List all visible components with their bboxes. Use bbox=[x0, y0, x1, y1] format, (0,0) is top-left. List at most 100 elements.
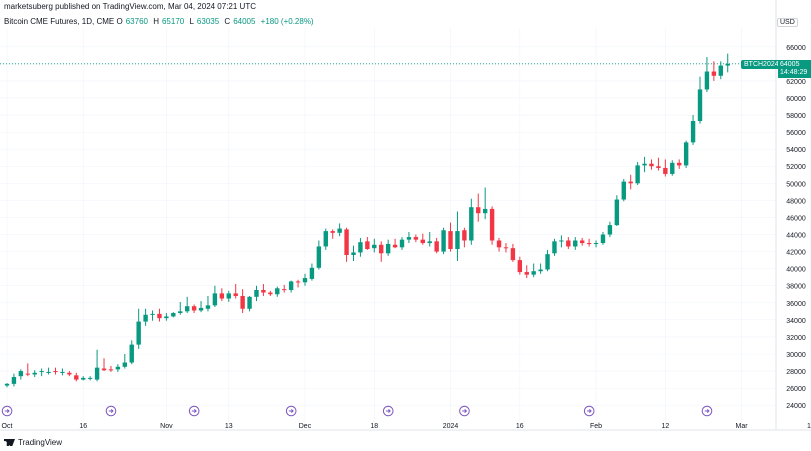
candle bbox=[448, 222, 453, 252]
currency-label[interactable]: USD bbox=[777, 18, 798, 27]
candle bbox=[191, 304, 197, 314]
candle bbox=[39, 368, 44, 377]
candle-body bbox=[268, 292, 273, 295]
candle-body bbox=[524, 272, 529, 275]
candle bbox=[593, 240, 599, 248]
candle-body bbox=[628, 181, 633, 184]
candle-body bbox=[344, 229, 349, 256]
candle bbox=[4, 383, 10, 388]
x-tick-label: 18 bbox=[370, 423, 378, 430]
candle bbox=[517, 256, 523, 275]
candle bbox=[157, 308, 162, 322]
y-tick-label: 50000 bbox=[786, 181, 806, 188]
high-value: 65170 bbox=[161, 17, 185, 26]
candle bbox=[330, 229, 335, 239]
candle bbox=[94, 349, 100, 382]
event-marker-icon[interactable] bbox=[583, 405, 595, 417]
candle bbox=[302, 273, 308, 286]
candle bbox=[288, 280, 294, 293]
candle-body bbox=[545, 254, 550, 270]
candle bbox=[677, 159, 682, 169]
candle-body bbox=[178, 311, 183, 314]
candle-body bbox=[531, 271, 536, 275]
candle-body bbox=[87, 377, 93, 379]
candle bbox=[309, 263, 315, 281]
candle-body bbox=[295, 281, 301, 283]
candle bbox=[60, 368, 65, 376]
candle bbox=[67, 371, 72, 377]
y-tick-label: 42000 bbox=[786, 250, 806, 257]
candle bbox=[420, 233, 425, 245]
candle-body bbox=[129, 344, 134, 363]
candle bbox=[718, 61, 723, 80]
candle-body bbox=[462, 230, 467, 241]
candle bbox=[503, 243, 509, 253]
candle bbox=[607, 221, 613, 238]
event-marker-arrow bbox=[4, 409, 10, 413]
candle-body bbox=[379, 244, 384, 254]
candle bbox=[108, 365, 114, 372]
candle bbox=[226, 290, 231, 302]
event-marker-icon[interactable] bbox=[188, 405, 200, 417]
candle-body bbox=[4, 383, 10, 386]
instrument-title[interactable]: Bitcoin CME Futures, 1D, CME bbox=[4, 17, 115, 26]
candle bbox=[101, 358, 107, 372]
candle bbox=[510, 243, 516, 262]
candle-body bbox=[399, 239, 405, 248]
event-marker-icon[interactable] bbox=[1, 405, 13, 417]
candle-body bbox=[593, 243, 599, 245]
candle bbox=[469, 198, 474, 245]
candle-body bbox=[683, 142, 689, 166]
event-marker-icon[interactable] bbox=[382, 405, 394, 417]
candle-body bbox=[143, 314, 148, 322]
candle-body bbox=[288, 281, 294, 290]
candle-body bbox=[496, 240, 502, 248]
candle bbox=[600, 231, 606, 245]
candle bbox=[150, 310, 155, 321]
footer-brand[interactable]: TradingView bbox=[4, 438, 62, 447]
candle-body bbox=[392, 244, 398, 248]
candle-body bbox=[94, 367, 100, 380]
candle bbox=[351, 245, 356, 261]
candle-body bbox=[677, 162, 682, 166]
candle-body bbox=[441, 230, 446, 252]
candle-body bbox=[205, 305, 211, 309]
event-marker-icon[interactable] bbox=[105, 405, 117, 417]
y-tick-label: 28000 bbox=[786, 369, 806, 376]
close-value: 64005 bbox=[233, 17, 256, 26]
candle bbox=[628, 174, 633, 190]
candle-body bbox=[219, 293, 225, 299]
candle bbox=[261, 284, 266, 296]
candle-body bbox=[247, 296, 252, 309]
candle-body bbox=[538, 269, 543, 272]
change-value: +180 (+0.28%) bbox=[260, 17, 314, 26]
event-markers[interactable] bbox=[1, 405, 713, 417]
candle bbox=[337, 223, 342, 237]
candle bbox=[233, 284, 238, 299]
candle-body bbox=[157, 313, 162, 319]
candle-body bbox=[323, 231, 328, 247]
candle-body bbox=[427, 241, 432, 244]
candle bbox=[413, 234, 419, 243]
candle-body bbox=[74, 375, 79, 380]
candle bbox=[399, 237, 405, 250]
event-marker-icon[interactable] bbox=[285, 405, 297, 417]
x-tick-label: Nov bbox=[160, 423, 173, 430]
candle bbox=[725, 53, 730, 73]
candle bbox=[372, 238, 377, 253]
x-tick-label: 16 bbox=[516, 423, 524, 430]
candle-body bbox=[579, 240, 585, 244]
candle bbox=[573, 237, 578, 250]
event-marker-icon[interactable] bbox=[459, 405, 470, 417]
candle-body bbox=[191, 306, 197, 311]
candle-body bbox=[226, 293, 231, 299]
event-marker-icon[interactable] bbox=[701, 405, 713, 417]
candle bbox=[316, 240, 322, 270]
candle bbox=[566, 237, 571, 250]
candle bbox=[670, 160, 675, 176]
candle bbox=[74, 372, 79, 382]
x-tick-label: Dec bbox=[299, 423, 312, 430]
y-tick-label: 34000 bbox=[786, 318, 806, 325]
candle-body bbox=[607, 225, 613, 235]
ohlc-legend: Bitcoin CME Futures, 1D, CME O 63760 H 651… bbox=[4, 17, 317, 26]
